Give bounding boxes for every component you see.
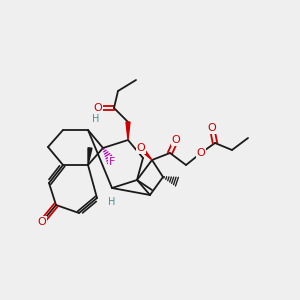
Polygon shape	[140, 147, 152, 160]
Text: H: H	[92, 114, 100, 124]
Polygon shape	[88, 148, 92, 165]
Polygon shape	[126, 122, 130, 140]
Text: H: H	[108, 197, 116, 207]
Text: O: O	[196, 148, 206, 158]
Text: O: O	[208, 123, 216, 133]
Text: O: O	[94, 103, 102, 113]
Text: O: O	[38, 217, 46, 227]
Text: O: O	[172, 135, 180, 145]
Text: F: F	[109, 157, 115, 167]
Text: O: O	[136, 143, 146, 153]
